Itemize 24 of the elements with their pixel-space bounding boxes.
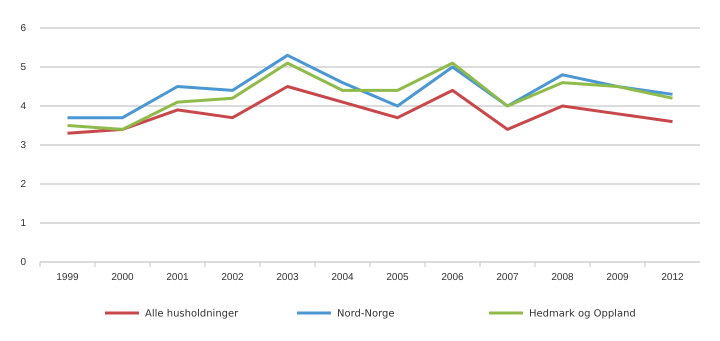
y-tick-label: 2 bbox=[20, 179, 26, 190]
y-tick-label: 6 bbox=[20, 23, 26, 34]
x-tick-label: 2009 bbox=[606, 272, 630, 283]
x-tick-label: 2006 bbox=[441, 272, 464, 283]
x-tick-label: 2012 bbox=[661, 272, 684, 283]
x-tick-label: 2005 bbox=[386, 272, 410, 283]
legend-label: Hedmark og Oppland bbox=[529, 308, 636, 320]
x-tick-label: 2003 bbox=[276, 272, 300, 283]
line-series bbox=[66, 62, 674, 131]
x-tick-label: 2008 bbox=[551, 272, 574, 283]
legend-label: Alle husholdninger bbox=[145, 308, 240, 320]
x-tick-label: 2002 bbox=[221, 272, 244, 283]
y-tick-label: 1 bbox=[20, 218, 26, 230]
line-series bbox=[66, 85, 674, 135]
y-tick-label: 4 bbox=[20, 101, 26, 112]
x-tick-label: 1999 bbox=[56, 272, 80, 283]
x-tick-label: 2004 bbox=[331, 272, 354, 283]
x-tick-label: 2007 bbox=[496, 272, 520, 283]
x-tick-label: 2001 bbox=[166, 272, 190, 283]
y-tick-label: 5 bbox=[20, 62, 26, 74]
legend-label: Nord-Norge bbox=[337, 308, 395, 320]
y-tick-label: 0 bbox=[20, 257, 26, 268]
y-tick-label: 3 bbox=[20, 140, 26, 152]
x-tick-label: 2000 bbox=[111, 272, 134, 283]
